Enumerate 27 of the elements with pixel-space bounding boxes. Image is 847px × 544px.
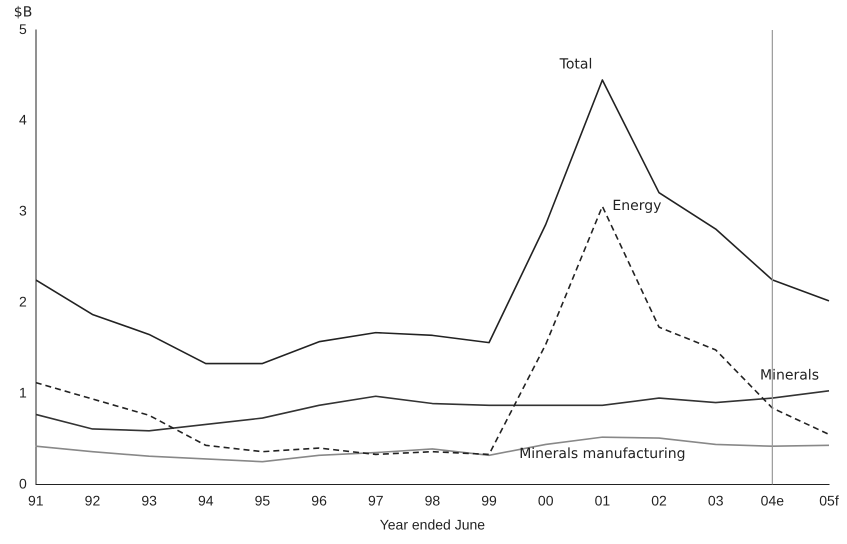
series-label: Minerals manufacturing [519, 446, 686, 462]
y-tick-label: 4 [18, 112, 27, 128]
x-tick-label: 97 [368, 492, 384, 509]
x-tick-label: 91 [28, 492, 44, 509]
series-label: Minerals [760, 367, 819, 384]
y-tick-label: 1 [18, 384, 27, 400]
x-tick-label: 00 [538, 492, 554, 509]
x-tick-label: 95 [254, 492, 270, 509]
x-tick-label: 99 [481, 492, 498, 509]
x-tick-label: 01 [594, 492, 610, 509]
x-tick-label: 02 [651, 492, 668, 509]
x-tick-label: 04e [760, 492, 784, 509]
x-tick-label: 96 [311, 492, 328, 509]
series-label: Energy [612, 198, 662, 214]
y-tick-label: 3 [18, 202, 27, 219]
x-tick-label: 93 [141, 492, 158, 509]
x-tick-label: 98 [424, 492, 440, 509]
y-tick-label: 0 [18, 475, 27, 492]
x-tick-label: 05f [819, 492, 839, 509]
series-label: Total [558, 56, 592, 73]
y-axis-title: $B [14, 4, 32, 21]
x-tick-label: 92 [84, 492, 100, 509]
y-tick-label: 5 [18, 20, 27, 37]
x-axis-title: Year ended June [380, 516, 486, 532]
y-tick-label: 2 [18, 294, 27, 310]
x-tick-label: 03 [708, 492, 724, 509]
x-tick-label: 94 [198, 492, 214, 509]
